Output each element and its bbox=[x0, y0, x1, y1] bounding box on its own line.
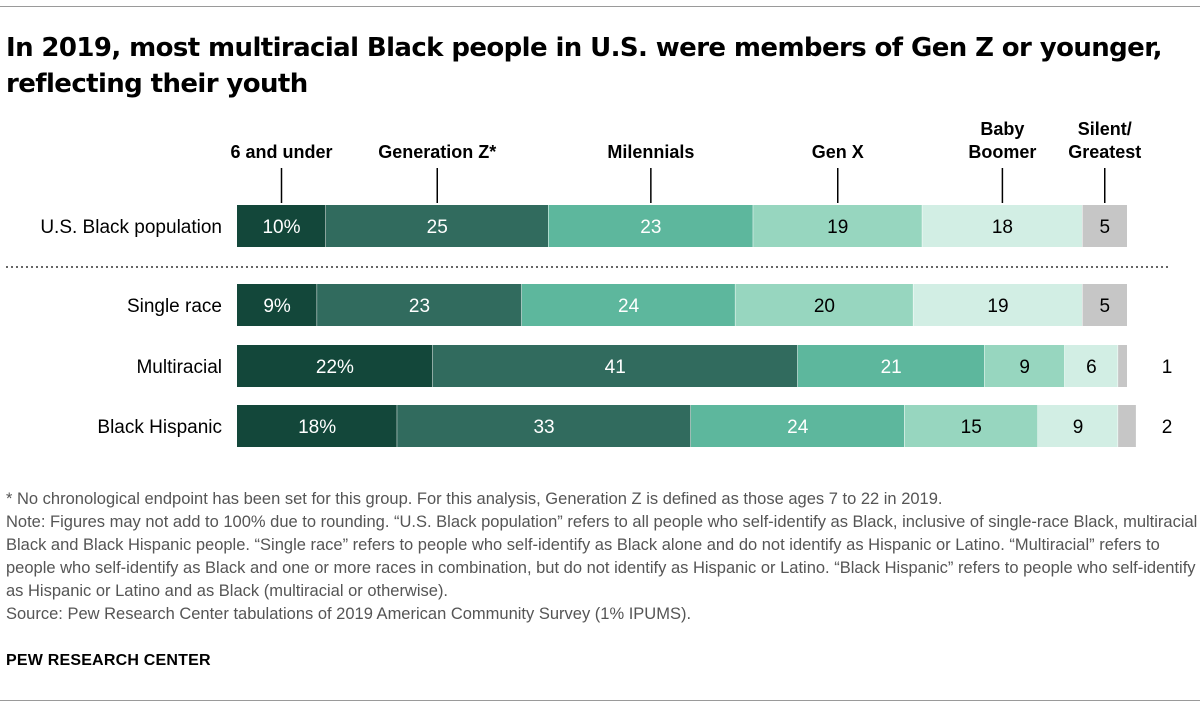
data-label: 23 bbox=[409, 296, 430, 317]
legend-label: Gen X bbox=[812, 142, 864, 162]
data-label: 9 bbox=[1073, 417, 1084, 438]
data-label: 25 bbox=[427, 217, 448, 238]
bar-segment-2 bbox=[432, 345, 798, 387]
data-label: 20 bbox=[814, 296, 835, 317]
data-label: 21 bbox=[881, 357, 902, 378]
bar-segment-2 bbox=[317, 284, 522, 326]
legend-label-line1: Silent/ bbox=[1078, 119, 1132, 139]
data-label: 18 bbox=[992, 217, 1013, 238]
data-label: 5 bbox=[1099, 217, 1110, 238]
data-label: 22% bbox=[316, 357, 354, 378]
chart-title: In 2019, most multiracial Black people i… bbox=[6, 33, 1162, 99]
bar-segment-5 bbox=[1038, 405, 1119, 447]
bar-segment-5 bbox=[913, 284, 1083, 326]
bar-segment-4 bbox=[753, 205, 923, 247]
legend-label-line2: Greatest bbox=[1068, 142, 1141, 162]
footnote-asterisk: * No chronological endpoint has been set… bbox=[6, 490, 943, 508]
bar-segment-1 bbox=[237, 205, 326, 247]
bar-segment-1 bbox=[237, 284, 318, 326]
row-label-single-race: Single race bbox=[127, 296, 222, 317]
legend-label-line2: Boomer bbox=[968, 142, 1036, 162]
data-label: 6 bbox=[1086, 357, 1097, 378]
data-label: 10% bbox=[262, 217, 300, 238]
data-label: 9 bbox=[1019, 357, 1030, 378]
bar-segment-3 bbox=[521, 284, 736, 326]
bar-segment-5 bbox=[922, 205, 1083, 247]
data-label: 23 bbox=[640, 217, 661, 238]
bar-segment-6 bbox=[1118, 405, 1136, 447]
bar-segment-5 bbox=[1064, 345, 1119, 387]
data-label: 1 bbox=[1162, 357, 1173, 378]
footnote-source: Source: Pew Research Center tabulations … bbox=[6, 605, 692, 623]
row-label-u-s-black-population: U.S. Black population bbox=[40, 217, 222, 238]
bar-segment-4 bbox=[984, 345, 1065, 387]
data-label: 24 bbox=[618, 296, 640, 317]
data-label: 18% bbox=[298, 417, 336, 438]
bar-segment-3 bbox=[690, 405, 905, 447]
data-label: 5 bbox=[1099, 296, 1110, 317]
source-organization: PEW RESEARCH CENTER bbox=[6, 652, 211, 669]
data-label: 19 bbox=[987, 296, 1008, 317]
row-label-multiracial: Multiracial bbox=[136, 357, 222, 378]
footnote-note: Note: Figures may not add to 100% due to… bbox=[6, 513, 1198, 600]
bar-segment-6 bbox=[1082, 205, 1127, 247]
bar-segment-4 bbox=[904, 405, 1038, 447]
data-label: 15 bbox=[961, 417, 982, 438]
bottom-rule bbox=[0, 700, 1200, 701]
footnotes: * No chronological endpoint has been set… bbox=[6, 488, 1198, 626]
row-label-black-hispanic: Black Hispanic bbox=[97, 417, 222, 438]
bar-segment-2 bbox=[397, 405, 691, 447]
data-label: 33 bbox=[533, 417, 554, 438]
bar-segment-6 bbox=[1118, 345, 1127, 387]
data-label: 2 bbox=[1162, 417, 1173, 438]
data-label: 24 bbox=[787, 417, 809, 438]
top-rule bbox=[0, 6, 1200, 7]
legend-label: Milennials bbox=[607, 142, 694, 162]
bar-segment-4 bbox=[735, 284, 914, 326]
stacked-bar-chart: U.S. Black population 10% 25 23 19 18 5Single … bbox=[6, 119, 1173, 447]
data-label: 19 bbox=[827, 217, 848, 238]
bar-segment-1 bbox=[237, 405, 398, 447]
legend-label: Generation Z* bbox=[378, 142, 496, 162]
bar-segment-3 bbox=[548, 205, 754, 247]
legend-label: 6 and under bbox=[230, 142, 332, 162]
bar-segment-6 bbox=[1082, 284, 1127, 326]
bar-segment-1 bbox=[237, 345, 433, 387]
bar-segment-2 bbox=[326, 205, 549, 247]
data-label: 41 bbox=[605, 357, 626, 378]
legend-label-line1: Baby bbox=[980, 119, 1024, 139]
bar-segment-3 bbox=[797, 345, 985, 387]
data-label: 9% bbox=[263, 296, 291, 317]
